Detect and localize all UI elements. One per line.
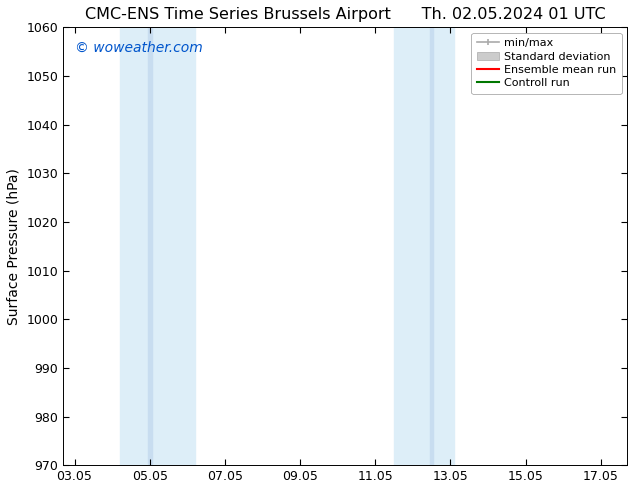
Bar <box>394 27 454 465</box>
Legend: min/max, Standard deviation, Ensemble mean run, Controll run: min/max, Standard deviation, Ensemble me… <box>472 33 621 94</box>
Bar <box>148 27 152 465</box>
Bar <box>430 27 434 465</box>
Title: CMC-ENS Time Series Brussels Airport      Th. 02.05.2024 01 UTC: CMC-ENS Time Series Brussels Airport Th.… <box>85 7 605 22</box>
Bar <box>120 27 195 465</box>
Y-axis label: Surface Pressure (hPa): Surface Pressure (hPa) <box>7 168 21 325</box>
Text: © woweather.com: © woweather.com <box>75 40 202 54</box>
